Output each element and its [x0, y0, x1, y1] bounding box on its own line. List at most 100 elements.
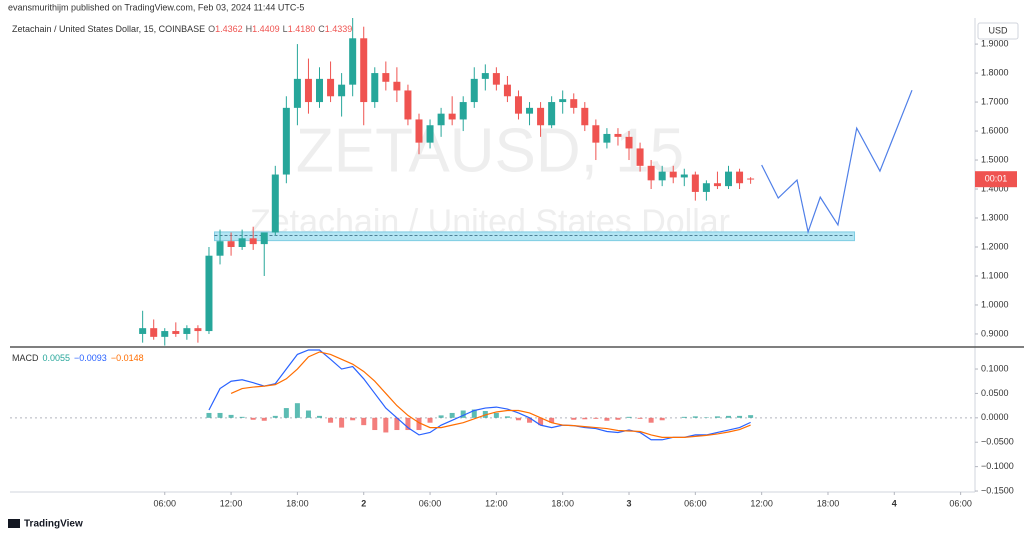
candle-body — [570, 99, 578, 108]
histogram-bar — [527, 417, 533, 423]
candle-body — [415, 119, 423, 143]
candle-body — [371, 73, 379, 103]
histogram-bar — [748, 415, 754, 418]
candle-body — [393, 81, 401, 91]
y-tick-label: 1.8000 — [981, 67, 1009, 77]
y-tick-label: −0.1000 — [981, 461, 1014, 471]
header: evansmurithijm published on TradingView.… — [8, 2, 304, 12]
y-tick-label: 0.9000 — [981, 328, 1009, 338]
y-tick-label: 0.1000 — [981, 363, 1009, 373]
candle-body — [747, 178, 755, 180]
histogram-bar — [504, 416, 510, 418]
symbol-title: Zetachain / United States Dollar, 15, CO… — [12, 24, 206, 34]
histogram-bar — [294, 403, 300, 418]
histogram-bar — [737, 415, 743, 418]
currency[interactable]: USD — [988, 25, 1008, 35]
ohlc-label: O — [208, 24, 216, 34]
currency-button[interactable] — [977, 22, 1019, 40]
histogram-bar — [250, 417, 256, 420]
y-tick-label: 0.0500 — [981, 388, 1009, 398]
x-tick-label: 3 — [627, 498, 632, 508]
y-tick-label: 1.9000 — [981, 38, 1009, 48]
histogram-bar — [571, 417, 577, 420]
histogram-bar — [471, 409, 477, 418]
histogram-bar — [317, 415, 323, 418]
candle-body — [260, 232, 268, 245]
macd-line — [230, 351, 751, 438]
candle-body — [459, 102, 467, 120]
footer: TradingView — [24, 519, 83, 530]
candle-body — [537, 107, 545, 126]
histogram-bar — [637, 417, 643, 419]
histogram-bar — [383, 417, 389, 433]
y-tick-label: −0.1500 — [981, 485, 1014, 495]
ohlc-value: 1.4180 — [287, 24, 316, 34]
macd-title: MACD — [12, 353, 39, 363]
support-zone — [213, 231, 856, 242]
candle-body — [470, 78, 478, 103]
x-tick-label: 06:00 — [419, 498, 442, 508]
histogram-bar — [272, 415, 278, 418]
candle-body — [282, 107, 290, 175]
histogram-bar — [604, 417, 610, 421]
histogram-bar — [438, 415, 444, 418]
candle-body — [139, 328, 147, 334]
histogram-bar — [372, 417, 378, 431]
candle-body — [603, 133, 611, 143]
x-tick-label: 06:00 — [153, 498, 176, 508]
candle-body — [316, 78, 324, 103]
candle-body — [437, 113, 445, 126]
candle-body — [526, 107, 534, 114]
histogram-bar — [239, 416, 245, 418]
histogram-bar — [361, 417, 367, 426]
histogram-bar — [538, 417, 544, 426]
y-tick-label: 1.4000 — [981, 183, 1009, 193]
candle-body — [150, 328, 158, 337]
histogram-bar — [714, 416, 720, 418]
candle-body — [559, 99, 567, 103]
y-tick-label: 0.0000 — [981, 412, 1009, 422]
candle-body — [581, 107, 589, 126]
macd-line — [208, 349, 751, 441]
y-tick-label: 1.7000 — [981, 96, 1009, 106]
macd-value: −0.0148 — [110, 353, 144, 363]
candle-body — [327, 78, 335, 97]
candle-body — [183, 328, 191, 334]
ohlc-value: 1.4362 — [215, 24, 243, 34]
histogram-bar — [626, 416, 632, 418]
candle-body — [172, 331, 180, 334]
x-tick-label: 18:00 — [551, 498, 574, 508]
histogram-bar — [725, 415, 731, 418]
candle-body — [691, 174, 699, 192]
histogram-bar — [692, 416, 698, 418]
logo — [8, 519, 20, 528]
price-label — [975, 171, 1017, 188]
ohlc-value: 1.4409 — [252, 24, 280, 34]
y-tick-label: 1.0000 — [981, 299, 1009, 309]
candle-body — [702, 183, 710, 192]
candle-body — [426, 125, 434, 143]
histogram-bar — [659, 417, 665, 421]
candle-body — [382, 73, 390, 82]
macd-value: −0.0093 — [74, 353, 107, 363]
candle-body — [614, 133, 622, 137]
candle-body — [736, 171, 744, 184]
histogram-bar — [427, 417, 433, 423]
ohlc-label: H — [245, 24, 253, 34]
candle-body — [249, 238, 257, 245]
ohlc-value: 1.4339 — [324, 24, 353, 34]
x-tick-label: 18:00 — [286, 498, 309, 508]
histogram-bar — [615, 417, 621, 420]
x-tick-label: 12:00 — [485, 498, 508, 508]
x-tick-label: 06:00 — [949, 498, 972, 508]
candle-body — [161, 331, 169, 337]
histogram-bar — [350, 417, 356, 421]
macd-legend: MACD 0.0055 −0.0093 −0.0148 — [12, 353, 148, 363]
countdown: 00:01 — [985, 174, 1008, 184]
y-tick-label: 1.3000 — [981, 212, 1009, 222]
projection-line — [761, 89, 913, 235]
candle-body — [503, 84, 511, 97]
histogram-bar — [339, 417, 345, 428]
ohlc-label: C — [318, 24, 325, 34]
